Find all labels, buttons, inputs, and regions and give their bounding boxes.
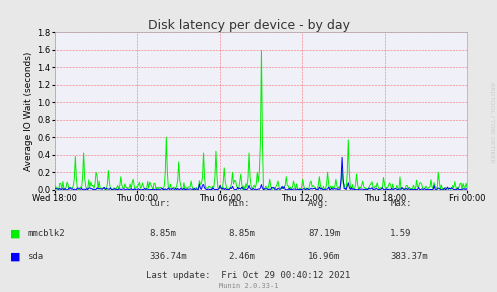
Text: 16.96m: 16.96m — [308, 253, 340, 261]
Text: 8.85m: 8.85m — [229, 229, 255, 238]
Text: Min:: Min: — [229, 199, 250, 208]
Text: RRDTOOL / TOBI OETIKER: RRDTOOL / TOBI OETIKER — [490, 82, 495, 163]
Text: 2.46m: 2.46m — [229, 253, 255, 261]
Text: 1.59: 1.59 — [390, 229, 412, 238]
Text: Disk latency per device - by day: Disk latency per device - by day — [148, 19, 349, 32]
Text: 8.85m: 8.85m — [149, 229, 176, 238]
Text: 383.37m: 383.37m — [390, 253, 428, 261]
Text: Last update:  Fri Oct 29 00:40:12 2021: Last update: Fri Oct 29 00:40:12 2021 — [147, 272, 350, 280]
Text: Cur:: Cur: — [149, 199, 170, 208]
Text: 336.74m: 336.74m — [149, 253, 187, 261]
Text: mmcblk2: mmcblk2 — [27, 229, 65, 238]
Text: ■: ■ — [10, 229, 20, 239]
Text: 87.19m: 87.19m — [308, 229, 340, 238]
Y-axis label: Average IO Wait (seconds): Average IO Wait (seconds) — [24, 51, 33, 171]
Text: sda: sda — [27, 253, 43, 261]
Text: Max:: Max: — [390, 199, 412, 208]
Text: Munin 2.0.33-1: Munin 2.0.33-1 — [219, 283, 278, 289]
Text: Avg:: Avg: — [308, 199, 330, 208]
Text: ■: ■ — [10, 252, 20, 262]
